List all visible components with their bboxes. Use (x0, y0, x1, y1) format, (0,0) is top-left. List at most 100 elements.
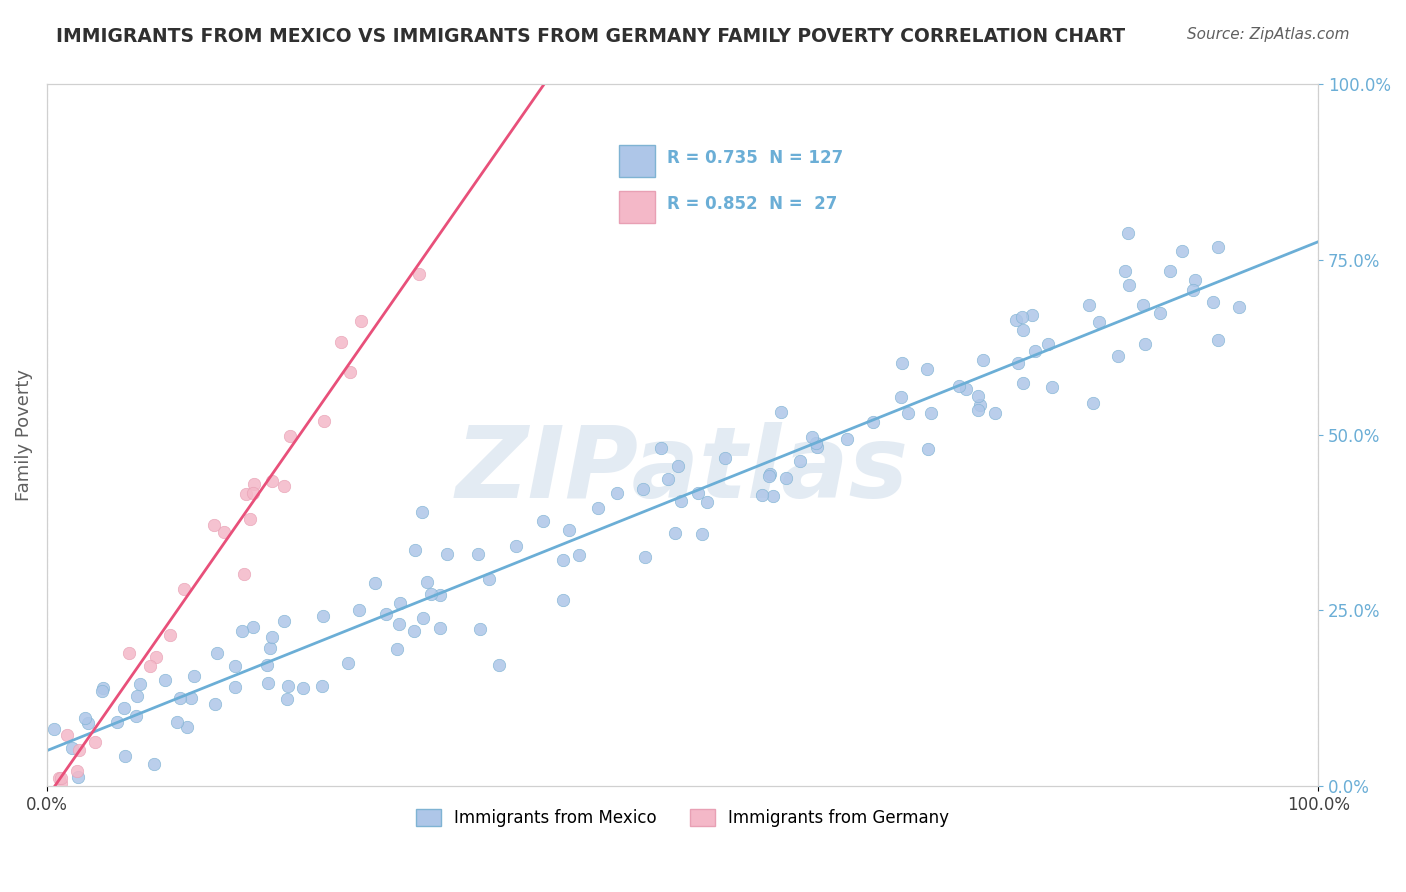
Immigrants from Mexico (105, 714, 128, 729)
Immigrants from Mexico (967, 402, 990, 417)
Immigrants from Mexico (429, 621, 451, 635)
Immigrants from Germany (159, 628, 181, 642)
Immigrants from Mexico (411, 505, 433, 519)
Immigrants from Mexico (769, 405, 792, 419)
Immigrants from Germany (69, 743, 91, 757)
Immigrants from Mexico (311, 679, 333, 693)
Immigrants from Mexico (557, 523, 579, 537)
Legend: Immigrants from Mexico, Immigrants from Germany: Immigrants from Mexico, Immigrants from … (409, 802, 956, 833)
Immigrants from Germany (312, 414, 335, 428)
Immigrants from Mexico (758, 469, 780, 483)
Immigrants from Germany (242, 486, 264, 500)
Immigrants from Germany (55, 728, 77, 742)
Immigrants from Mexico (415, 575, 437, 590)
Immigrants from Mexico (1206, 240, 1229, 254)
Immigrants from Germany (238, 512, 260, 526)
Immigrants from Mexico (1004, 312, 1026, 326)
Immigrants from Germany (214, 524, 236, 539)
Immigrants from Mexico (775, 471, 797, 485)
Text: R = 0.735  N = 127: R = 0.735 N = 127 (668, 149, 844, 167)
Immigrants from Mexico (276, 692, 298, 706)
Immigrants from Germany (66, 764, 89, 778)
Immigrants from Mexico (262, 630, 284, 644)
Immigrants from Germany (408, 267, 430, 281)
Immigrants from Mexico (789, 453, 811, 467)
Immigrants from Mexico (586, 501, 609, 516)
Immigrants from Mexico (180, 690, 202, 705)
Y-axis label: Family Poverty: Family Poverty (15, 369, 32, 501)
Immigrants from Germany (350, 314, 373, 328)
Immigrants from Germany (49, 771, 72, 785)
Immigrants from Germany (173, 582, 195, 596)
Immigrants from Mexico (1133, 336, 1156, 351)
Immigrants from Mexico (242, 619, 264, 633)
Immigrants from Mexico (259, 641, 281, 656)
Immigrants from Mexico (1208, 333, 1230, 347)
Immigrants from Mexico (1170, 244, 1192, 258)
Immigrants from Mexico (125, 709, 148, 723)
Immigrants from Mexico (967, 389, 990, 403)
Immigrants from Mexico (862, 415, 884, 429)
Immigrants from Mexico (224, 680, 246, 694)
Immigrants from Mexico (204, 697, 226, 711)
Immigrants from Mexico (205, 646, 228, 660)
FancyBboxPatch shape (619, 191, 655, 223)
Immigrants from Mexico (1012, 376, 1035, 390)
Immigrants from Mexico (1227, 300, 1250, 314)
Immigrants from Mexico (1181, 284, 1204, 298)
Immigrants from Mexico (1040, 380, 1063, 394)
Immigrants from Mexico (567, 548, 589, 562)
Immigrants from Mexico (42, 722, 65, 736)
Immigrants from Mexico (669, 493, 692, 508)
Immigrants from Mexico (412, 611, 434, 625)
Immigrants from Germany (339, 365, 361, 379)
Immigrants from Mexico (917, 361, 939, 376)
Immigrants from Mexico (657, 472, 679, 486)
Immigrants from Mexico (1011, 310, 1033, 324)
Immigrants from Mexico (183, 669, 205, 683)
Immigrants from Mexico (696, 495, 718, 509)
Immigrants from Mexico (1116, 226, 1139, 240)
Immigrants from Mexico (891, 356, 914, 370)
Immigrants from Mexico (375, 607, 398, 622)
Immigrants from Mexico (806, 440, 828, 454)
Immigrants from Mexico (420, 587, 443, 601)
Immigrants from Mexico (388, 596, 411, 610)
Immigrants from Mexico (224, 658, 246, 673)
Immigrants from Mexico (467, 547, 489, 561)
Immigrants from Mexico (292, 681, 315, 695)
Immigrants from Mexico (1149, 306, 1171, 320)
Immigrants from Mexico (273, 614, 295, 628)
Immigrants from Mexico (404, 543, 426, 558)
Immigrants from Mexico (363, 576, 385, 591)
Immigrants from Mexico (804, 436, 827, 450)
Immigrants from Mexico (468, 622, 491, 636)
Immigrants from Mexico (73, 711, 96, 725)
Immigrants from Germany (329, 334, 352, 349)
Immigrants from Mexico (948, 379, 970, 393)
Immigrants from Mexico (1202, 294, 1225, 309)
Immigrants from Mexico (385, 641, 408, 656)
Immigrants from Mexico (634, 550, 657, 565)
Immigrants from Mexico (125, 689, 148, 703)
Immigrants from Germany (273, 479, 295, 493)
Immigrants from Mexico (153, 673, 176, 687)
Text: ZIPatlas: ZIPatlas (456, 422, 910, 518)
Immigrants from Mexico (231, 624, 253, 639)
Immigrants from Mexico (1118, 278, 1140, 293)
Immigrants from Mexico (688, 486, 710, 500)
Immigrants from Mexico (650, 442, 672, 456)
Immigrants from Mexico (176, 720, 198, 734)
Immigrants from Mexico (1132, 298, 1154, 312)
Immigrants from Mexico (349, 603, 371, 617)
Immigrants from Mexico (114, 749, 136, 764)
Immigrants from Mexico (77, 715, 100, 730)
Text: IMMIGRANTS FROM MEXICO VS IMMIGRANTS FROM GERMANY FAMILY POVERTY CORRELATION CHA: IMMIGRANTS FROM MEXICO VS IMMIGRANTS FRO… (56, 27, 1125, 45)
Immigrants from Mexico (664, 526, 686, 541)
Immigrants from Mexico (759, 467, 782, 482)
Immigrants from Germany (48, 772, 70, 786)
Immigrants from Mexico (277, 680, 299, 694)
Immigrants from Mexico (955, 383, 977, 397)
Immigrants from Mexico (1024, 344, 1046, 359)
Immigrants from Mexico (66, 770, 89, 784)
